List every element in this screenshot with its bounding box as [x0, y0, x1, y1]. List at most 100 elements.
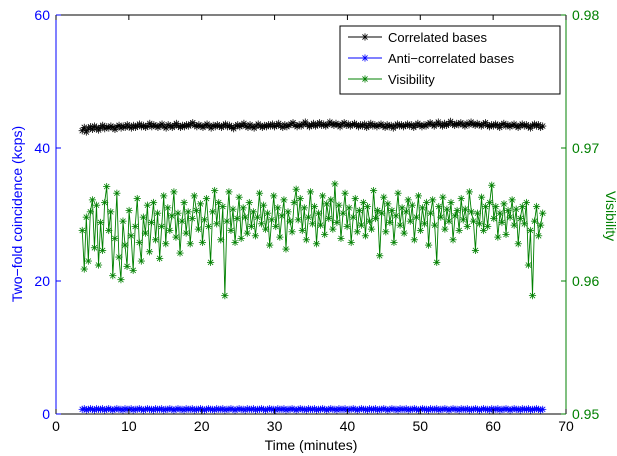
data-point [154, 209, 162, 217]
data-point [314, 209, 323, 217]
data-point [504, 206, 512, 215]
series-1 [78, 405, 547, 414]
data-point [461, 205, 469, 213]
data-point [103, 182, 111, 191]
data-point [284, 208, 292, 216]
data-point [429, 196, 437, 204]
data-point [170, 188, 178, 196]
data-point [386, 218, 394, 227]
data-point [251, 232, 260, 240]
data-point [455, 226, 463, 235]
data-point [82, 213, 90, 221]
data-point [184, 208, 192, 216]
data-point [372, 214, 380, 223]
data-point [459, 216, 467, 224]
data-point [235, 193, 243, 201]
data-point [412, 213, 420, 221]
data-point [288, 228, 296, 236]
data-point [331, 180, 339, 188]
data-point [431, 221, 439, 229]
data-point [327, 196, 335, 204]
data-point [365, 217, 374, 225]
data-point [339, 209, 347, 217]
data-point [439, 193, 447, 201]
data-point [537, 123, 545, 131]
series-2 [78, 180, 547, 300]
data-point [133, 194, 141, 203]
data-point [402, 208, 410, 216]
data-point [524, 261, 533, 269]
data-point [512, 205, 520, 213]
data-point [522, 198, 530, 207]
data-point [514, 240, 522, 248]
data-point [345, 204, 353, 212]
data-point [392, 212, 400, 220]
data-point [174, 209, 182, 217]
data-point [298, 226, 306, 235]
y-left-tick-label: 60 [34, 7, 50, 23]
data-point [424, 241, 433, 249]
data-point [404, 196, 412, 204]
data-point [111, 234, 119, 243]
data-point [471, 246, 480, 255]
y-right-tick-label: 0.96 [572, 273, 599, 289]
data-point [325, 214, 333, 223]
data-point [332, 119, 340, 127]
data-point [457, 194, 465, 203]
data-point [236, 123, 244, 131]
data-point [475, 220, 484, 228]
data-point [198, 238, 207, 247]
data-point [333, 218, 341, 227]
data-point [496, 209, 504, 217]
data-point [319, 192, 327, 200]
data-point [349, 213, 357, 221]
data-point [286, 217, 294, 225]
data-point [384, 200, 392, 208]
data-point [188, 214, 196, 223]
data-point [427, 209, 435, 217]
data-point [219, 202, 227, 211]
data-point [510, 221, 518, 229]
legend-marker-visibility [361, 75, 369, 83]
data-point [143, 201, 152, 209]
data-point [355, 206, 363, 215]
data-point [467, 208, 475, 216]
data-point [492, 120, 500, 128]
data-point [149, 198, 158, 207]
data-point [129, 266, 137, 274]
data-point [353, 228, 361, 236]
data-point [516, 214, 524, 223]
data-point [80, 265, 88, 273]
data-point [227, 226, 235, 235]
x-axis-label: Time (minutes) [265, 437, 358, 453]
data-point [282, 245, 290, 253]
x-tick-label: 60 [485, 418, 501, 434]
data-point [119, 217, 127, 225]
data-point [186, 240, 194, 248]
data-point [164, 204, 172, 212]
y-left-tick-label: 20 [34, 273, 50, 289]
data-point [211, 186, 219, 195]
data-point [311, 122, 320, 130]
data-point [107, 208, 115, 216]
data-point [451, 212, 459, 220]
data-point [422, 198, 431, 207]
data-point [259, 201, 268, 209]
data-point [78, 226, 86, 235]
data-point [168, 212, 176, 220]
data-point [304, 213, 312, 221]
data-point [278, 212, 286, 220]
data-point [329, 225, 337, 233]
data-point [272, 222, 280, 231]
y-right-tick-label: 0.95 [572, 406, 599, 422]
data-point [500, 200, 508, 208]
data-point [162, 240, 170, 248]
data-point [125, 206, 133, 215]
data-point [231, 238, 239, 247]
legend-label-correlated: Correlated bases [388, 30, 487, 45]
data-point [539, 122, 547, 130]
data-point [486, 198, 494, 207]
data-point [92, 201, 101, 209]
data-point [147, 218, 156, 227]
data-point [528, 292, 537, 300]
